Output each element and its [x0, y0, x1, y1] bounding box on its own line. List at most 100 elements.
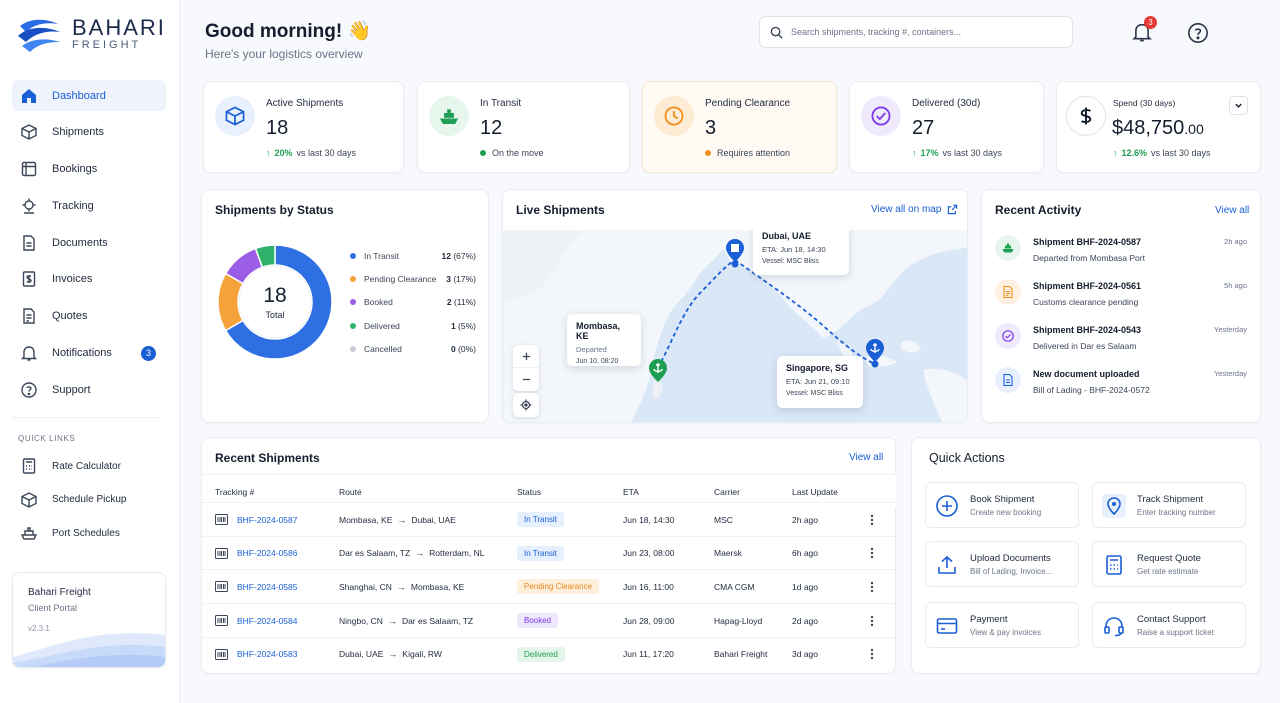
tracking-number-link[interactable]: BHF-2024-0586	[237, 548, 298, 559]
route-cell: Dar es Salaam, TZ → Rotterdam, NL	[339, 537, 484, 570]
activity-sub: Customs clearance pending	[1033, 297, 1139, 307]
stat-footer: ↑ 12.6% vs last 30 days	[1113, 148, 1211, 158]
panel-title: Recent Activity	[995, 203, 1082, 217]
stat-icon-bg	[215, 96, 255, 136]
search-box[interactable]	[759, 16, 1073, 48]
quick-link-port-schedules[interactable]: Port Schedules	[12, 519, 166, 547]
tracking-number-link[interactable]: BHF-2024-0583	[237, 649, 298, 660]
row-menu-button[interactable]	[864, 503, 880, 536]
row-menu-button[interactable]	[864, 638, 880, 671]
stat-foot-text: vs last 30 days	[296, 148, 357, 158]
col-header-carrier: Carrier	[714, 486, 740, 497]
notification-count-badge: 3	[1144, 16, 1157, 29]
table-row[interactable]: BHF-2024-0584 Ningbo, CN → Dar es Salaam, …	[202, 603, 896, 637]
stat-card-spend[interactable]: Spend (30 days) $48,750.00 ↑ 12.6% vs last…	[1056, 81, 1261, 173]
notifications-button[interactable]: 3	[1131, 16, 1157, 45]
package-icon	[21, 491, 37, 508]
stat-card-active-shipments[interactable]: Active Shipments 18 ↑ 20% vs last 30 days	[203, 81, 404, 173]
stat-card-pending-clearance[interactable]: Pending Clearance 3 Requires attention	[642, 81, 837, 173]
legend-count: 2	[446, 297, 452, 308]
portal-title: Bahari Freight	[28, 587, 91, 598]
brand-logo[interactable]: BAHARI FREIGHT	[16, 14, 166, 54]
stat-card-delivered[interactable]: Delivered (30d) 27 ↑ 17% vs last 30 days	[849, 81, 1044, 173]
sidebar-item-invoices[interactable]: Invoices	[12, 264, 166, 295]
help-button[interactable]	[1187, 22, 1209, 44]
callout-mombasa[interactable]: Mombasa, KE Departed Jun 10, 08:20	[567, 314, 641, 366]
stat-card-in-transit[interactable]: In Transit 12 On the move	[417, 81, 630, 173]
route-cell: Dubai, UAE → Kigali, RW	[339, 638, 442, 671]
shipments-view-all-link[interactable]: View all	[849, 452, 884, 463]
quick-action-title: Request Quote	[1137, 553, 1201, 564]
callout-dubai[interactable]: Dubai, UAE ETA: Jun 18, 14:30 Vessel: MS…	[753, 230, 849, 275]
activity-title: Shipment BHF-2024-0587	[1033, 237, 1142, 247]
status-donut-chart	[217, 244, 333, 360]
quick-action-title: Upload Documents	[970, 553, 1051, 564]
table-row[interactable]: BHF-2024-0587 Mombasa, KE → Dubai, UAE In …	[202, 502, 896, 536]
external-link-icon	[948, 204, 958, 215]
quick-action-upload-documents[interactable]: Upload Documents Bill of Lading, Invoice…	[925, 541, 1079, 587]
table-row[interactable]: BHF-2024-0586 Dar es Salaam, TZ → Rotterda…	[202, 535, 896, 570]
live-shipments-map[interactable]: Dubai, UAE ETA: Jun 18, 14:30 Vessel: MS…	[503, 230, 967, 422]
sidebar-item-tracking[interactable]: Tracking	[12, 190, 166, 221]
link-label: View all on map	[871, 204, 942, 215]
tracking-cell: BHF-2024-0587	[215, 503, 297, 536]
legend-swatch	[350, 252, 356, 259]
callout-singapore[interactable]: Singapore, SG ETA: Jun 21, 09:10 Vessel:…	[777, 356, 863, 408]
donut-slice-delivered[interactable]	[254, 244, 276, 269]
status-badge: In Transit	[517, 545, 564, 561]
quick-link-rate-calculator[interactable]: Rate Calculator	[12, 452, 166, 480]
row-menu-button[interactable]	[864, 537, 880, 570]
mombasa-pin-icon[interactable]	[648, 358, 668, 384]
quick-action-book-shipment[interactable]: Book Shipment Create new booking	[925, 482, 1079, 528]
quick-link-schedule-pickup[interactable]: Schedule Pickup	[12, 486, 166, 514]
tracking-number-link[interactable]: BHF-2024-0585	[237, 581, 298, 592]
locate-button[interactable]	[513, 393, 539, 417]
live-shipments-panel: Live Shipments View all on map	[502, 189, 968, 423]
search-input[interactable]	[791, 27, 1061, 37]
tracking-number-link[interactable]: BHF-2024-0587	[237, 514, 298, 525]
row-menu-button[interactable]	[864, 570, 880, 603]
sidebar-item-label: Dashboard	[52, 89, 106, 102]
quick-action-request-quote[interactable]: Request Quote Get rate estimate	[1092, 541, 1246, 587]
sidebar-item-shipments[interactable]: Shipments	[12, 117, 166, 148]
ship-icon	[20, 527, 38, 540]
activity-title: Shipment BHF-2024-0543	[1033, 325, 1142, 335]
dubai-pin-icon[interactable]	[725, 238, 745, 264]
sidebar-item-dashboard[interactable]: Dashboard	[12, 80, 166, 111]
sidebar-item-quotes[interactable]: Quotes	[12, 301, 166, 332]
singapore-pin-icon[interactable]	[865, 338, 885, 364]
zoom-out-button[interactable]	[513, 368, 539, 391]
legend-percent: (17%)	[453, 273, 476, 284]
sidebar-item-documents[interactable]: Documents	[12, 227, 166, 258]
tracking-number-link[interactable]: BHF-2024-0584	[237, 615, 298, 626]
activity-time: 5h ago	[1224, 281, 1247, 290]
brand-sub: FREIGHT	[72, 38, 142, 51]
table-row[interactable]: BHF-2024-0585 Shanghai, CN → Mombasa, KE P…	[202, 569, 896, 603]
quick-link-label: Rate Calculator	[52, 460, 121, 472]
help-icon	[21, 382, 37, 398]
stat-footer: ↑ 17% vs last 30 days	[912, 148, 1003, 158]
sidebar-item-bookings[interactable]: Bookings	[12, 154, 166, 185]
status-badge: In Transit	[517, 512, 564, 527]
callout-line1: ETA: Jun 21, 09:10	[786, 377, 850, 386]
zoom-in-button[interactable]	[513, 345, 539, 368]
quick-action-track-shipment[interactable]: Track Shipment Enter tracking number	[1092, 482, 1246, 528]
activity-title: New document uploaded	[1033, 369, 1140, 379]
activity-time: 2h ago	[1224, 237, 1247, 246]
carrier-cell: MSC	[714, 514, 733, 525]
sidebar-item-label: Support	[52, 383, 91, 396]
table-row[interactable]: BHF-2024-0583 Dubai, UAE → Kigali, RW Deli…	[202, 636, 896, 671]
sidebar-item-notifications[interactable]: Notifications 3	[12, 338, 166, 369]
quick-action-payment[interactable]: Payment View & pay invoices	[925, 602, 1079, 648]
last-update-cell: 1d ago	[792, 581, 818, 592]
row-menu-button[interactable]	[864, 604, 880, 637]
sidebar-item-support[interactable]: Support	[12, 374, 166, 405]
quick-action-sub: Bill of Lading, Invoice...	[970, 567, 1053, 576]
activity-view-all-link[interactable]: View all	[1215, 205, 1250, 216]
quick-action-contact-support[interactable]: Contact Support Raise a support ticket	[1092, 602, 1246, 648]
last-update-cell: 2h ago	[792, 514, 818, 525]
view-all-on-map-link[interactable]: View all on map	[871, 204, 958, 215]
legend-swatch	[350, 299, 356, 306]
donut-slice-in-transit[interactable]	[224, 244, 333, 360]
period-dropdown-button[interactable]	[1229, 96, 1248, 115]
